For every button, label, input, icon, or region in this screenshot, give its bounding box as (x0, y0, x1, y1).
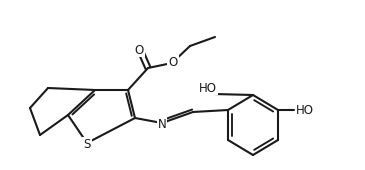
Text: N: N (158, 117, 166, 131)
Text: O: O (134, 44, 143, 56)
Text: HO: HO (296, 104, 314, 116)
Text: S: S (83, 138, 91, 150)
Text: HO: HO (199, 81, 217, 95)
Text: O: O (168, 55, 178, 69)
